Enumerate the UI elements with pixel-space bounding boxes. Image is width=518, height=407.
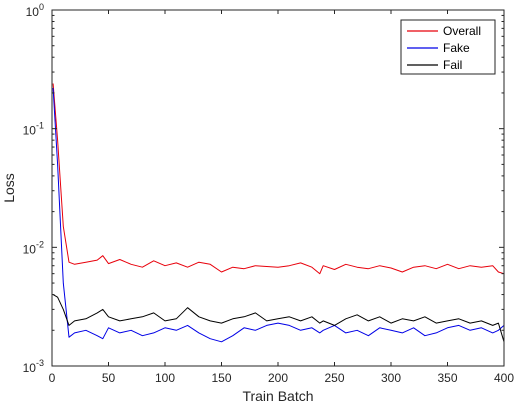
legend-label-fail: Fail [443, 58, 462, 72]
x-tick-label: 200 [268, 371, 288, 385]
y-tick-label: 10-3 [23, 358, 44, 375]
y-tick-label: 100 [26, 2, 44, 19]
x-axis: 0 50 100 150 200 250 300 350 400 [49, 10, 514, 385]
legend-label-fake: Fake [443, 41, 470, 55]
x-tick-label: 100 [155, 371, 175, 385]
y-axis-title: Loss [1, 173, 17, 203]
x-tick-label: 250 [324, 371, 344, 385]
x-tick-label: 350 [437, 371, 457, 385]
series-line-fail [52, 294, 505, 342]
series-line-overall [52, 83, 505, 275]
y-tick-label: 10-1 [23, 121, 44, 138]
x-axis-title: Train Batch [242, 388, 313, 404]
x-tick-label: 50 [102, 371, 116, 385]
x-tick-label: 400 [494, 371, 514, 385]
y-tick-label: 10-2 [23, 239, 44, 256]
x-tick-label: 0 [49, 371, 56, 385]
legend: Overall Fake Fail [400, 19, 496, 75]
x-tick-label: 150 [211, 371, 231, 385]
series-line-fake [52, 87, 505, 343]
y-axis: 10-3 10-2 10-1 100 [23, 2, 504, 375]
series-layer [52, 83, 505, 343]
legend-label-overall: Overall [443, 24, 481, 38]
x-tick-label: 300 [381, 371, 401, 385]
